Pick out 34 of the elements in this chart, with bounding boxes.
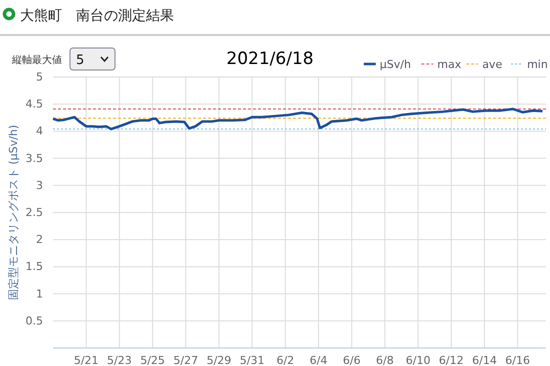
line-series (52, 108, 544, 130)
dropdown: 5 (70, 48, 116, 70)
chart-subtitle: 2021/6/18 (226, 49, 314, 69)
legend-label: μSv/h (380, 58, 411, 71)
x-tick-label: 6/16 (505, 354, 530, 366)
x-tick-label: 6/14 (472, 354, 497, 366)
y-tick-label: 0.5 (26, 314, 43, 328)
x-tick-label: 6/4 (310, 354, 328, 366)
y-tick-label: 1 (36, 287, 43, 300)
y-tick-label: 4.5 (26, 98, 43, 111)
text: 縦軸最大値 (11, 54, 62, 66)
x-tick-label: 5/31 (240, 354, 264, 366)
x-tick-label: 5/29 (206, 354, 232, 366)
x-tick-label: 6/8 (376, 354, 394, 366)
x-tick-label: 6/6 (342, 354, 361, 366)
x-tick-label: 6/12 (438, 354, 464, 366)
x-tick-label: 5/27 (173, 354, 198, 366)
y-tick-label: 5 (36, 70, 43, 84)
chart-title: 大熊町 南台の測定結果 (20, 8, 174, 24)
legend-label: ave (482, 58, 502, 71)
legend-label: min (527, 58, 548, 71)
x-tick-label: 5/21 (74, 354, 99, 366)
y-tick-label: 3 (36, 178, 43, 192)
y-axis-title: 固定型モニタリングポスト (μSv/h) (7, 124, 20, 300)
y-tick-label: 2.5 (26, 206, 43, 220)
y-tick-label: 4 (36, 124, 43, 138)
x-tick-label: 5/23 (107, 354, 132, 366)
x-tick-label: 6/10 (406, 354, 430, 366)
y-tick-label: 3.5 (26, 152, 43, 165)
y-tick-label: 2 (36, 233, 43, 246)
x-tick-label: 5/25 (140, 354, 165, 366)
x-tick-label: 6/2 (276, 354, 294, 366)
legend-label: max (437, 58, 462, 71)
y-tick-label: 1.5 (26, 260, 43, 274)
